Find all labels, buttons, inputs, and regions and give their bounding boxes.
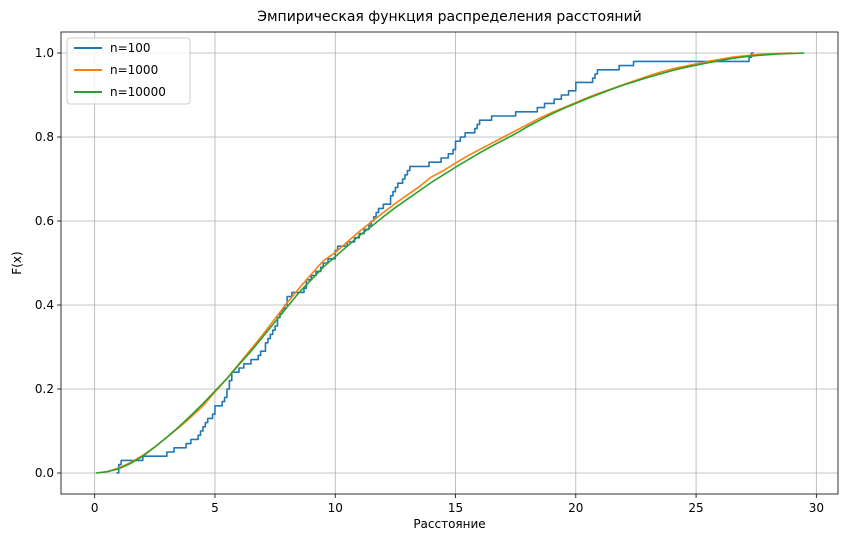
y-tick-label: 0.6 [35, 214, 54, 228]
chart-title: Эмпирическая функция распределения расст… [257, 9, 642, 25]
y-tick-label: 0.4 [35, 298, 54, 312]
y-tick-label: 1.0 [35, 46, 54, 60]
legend: n=100 n=1000 n=10000 [66, 37, 191, 105]
y-tick-label: 0.0 [35, 466, 54, 480]
legend-label-n10000: n=10000 [110, 85, 166, 99]
series-line-n10000 [95, 52, 805, 474]
y-tick-label: 0.2 [35, 382, 54, 396]
y-axis-label: F(x) [10, 251, 24, 274]
x-tick-label: 10 [328, 501, 343, 515]
legend-label-n100: n=100 [110, 41, 151, 55]
x-tick-label: 30 [809, 501, 824, 515]
plot-frame [60, 31, 839, 495]
x-tick-label: 15 [448, 501, 463, 515]
x-tick-label: 5 [211, 501, 219, 515]
series-line-n1000 [96, 52, 793, 474]
x-tick-label: 0 [91, 501, 99, 515]
x-tick-label: 25 [688, 501, 703, 515]
y-tick-label: 0.8 [35, 130, 54, 144]
gridlines [61, 32, 838, 494]
axis-ticks: 0 5 10 15 20 25 30 0.0 0.2 0.4 0.6 0.8 1.0 [35, 46, 824, 515]
legend-box [66, 37, 191, 105]
x-axis-label: Расстояние [413, 517, 485, 531]
legend-label-n1000: n=1000 [110, 63, 158, 77]
x-tick-label: 20 [568, 501, 583, 515]
series-lines [95, 52, 805, 474]
